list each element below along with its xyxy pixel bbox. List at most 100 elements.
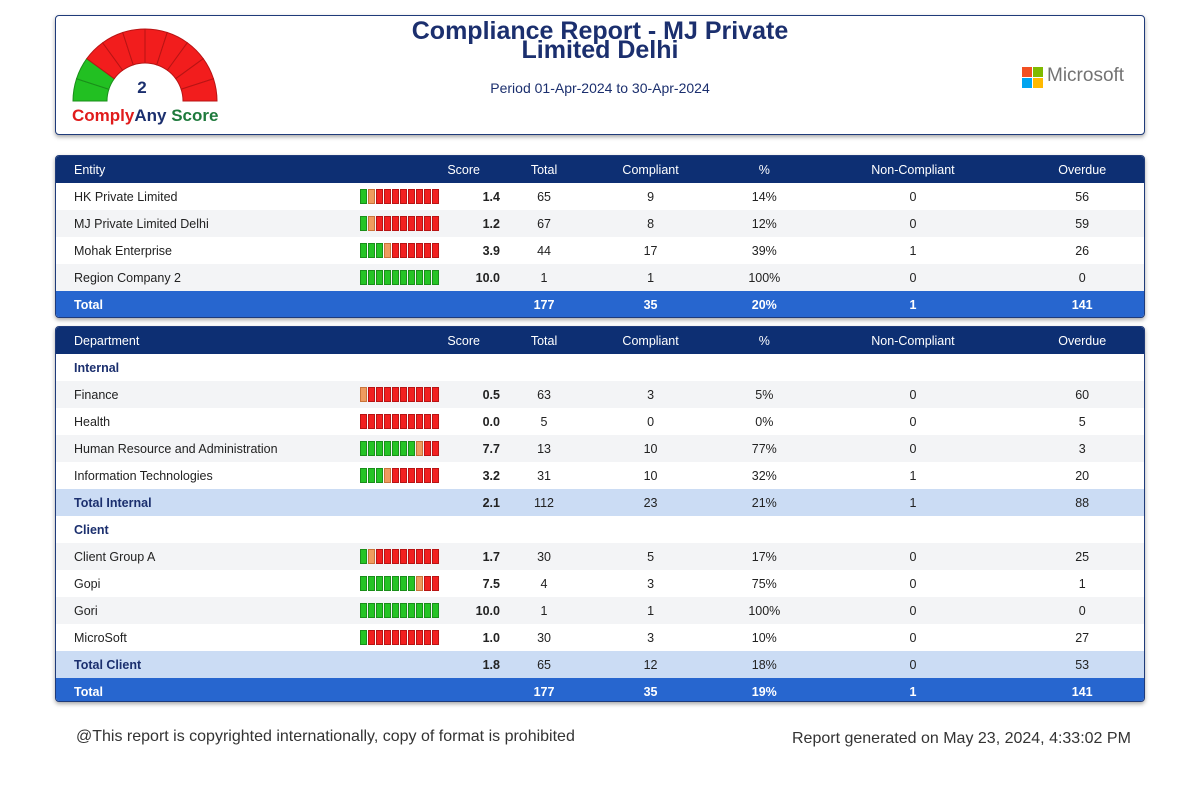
gauge-score-value: 2 <box>137 78 147 97</box>
score-bar-segment <box>416 243 423 258</box>
score-bar-segment <box>432 414 439 429</box>
non-compliant-value: 1 <box>805 291 1021 317</box>
percent-value: 10% <box>751 630 777 645</box>
total-value: 65 <box>537 189 551 204</box>
percent-value: 77% <box>723 435 806 462</box>
score-bar-segment <box>416 468 423 483</box>
non-compliant-value: 0 <box>805 597 1021 624</box>
total-value: 177 <box>510 678 579 701</box>
score-bar-segment <box>368 630 375 645</box>
compliant-value: 10 <box>578 435 724 462</box>
total-value: 4 <box>540 576 548 591</box>
score-bar-segment <box>368 549 375 564</box>
score-bar-segment <box>360 441 367 456</box>
col-header-score: Score <box>340 327 510 354</box>
score-bar-segment <box>408 270 415 285</box>
score-bar-segment <box>384 270 391 285</box>
overdue-value: 0 <box>1020 597 1144 624</box>
score-bar-segment <box>416 630 423 645</box>
score-bar-segment <box>368 270 375 285</box>
score-bar-segment <box>376 468 383 483</box>
row-name: Gori <box>56 597 340 624</box>
score-bar-segment <box>368 441 375 456</box>
score-bar <box>360 468 460 483</box>
non-compliant-value: 0 <box>805 543 1021 570</box>
score-bar-segment <box>392 630 399 645</box>
score-bar <box>360 216 460 231</box>
subtotal-row: Total Client 1.8 65 12 18% 0 53 <box>56 651 1144 678</box>
overdue-value: 1 <box>1078 576 1086 591</box>
score-bar-segment <box>384 441 391 456</box>
percent-value: 100% <box>723 597 806 624</box>
score-bar-segment <box>360 630 367 645</box>
non-compliant-value: 0 <box>909 576 917 591</box>
score-bar-segment <box>416 189 423 204</box>
score-bar-segment <box>384 468 391 483</box>
overdue-value: 88 <box>1020 489 1144 516</box>
score-bar-segment <box>432 270 439 285</box>
compliant-value: 23 <box>578 489 724 516</box>
entity-table-header: Entity Score Total Compliant % Non-Compl… <box>56 156 1144 183</box>
compliant-value: 9 <box>647 189 655 204</box>
score-bar-segment <box>408 414 415 429</box>
score-bar-segment <box>360 189 367 204</box>
score-bar-segment <box>392 603 399 618</box>
score-bar-segment <box>424 576 431 591</box>
row-name: Total <box>56 678 340 701</box>
score-bar-segment <box>392 414 399 429</box>
score-value: 10.0 <box>460 597 510 624</box>
group-name: Client <box>74 522 109 537</box>
compliant-value: 35 <box>578 678 724 701</box>
non-compliant-value: 0 <box>805 381 1021 408</box>
score-bar <box>360 387 460 402</box>
score-bar-segment <box>392 576 399 591</box>
col-header-non-compliant: Non-Compliant <box>805 156 1021 183</box>
col-header-compliant: Compliant <box>578 156 724 183</box>
score-bar-segment <box>432 576 439 591</box>
score-bar-cell <box>340 237 460 264</box>
percent-value: 12% <box>723 210 806 237</box>
score-bar-segment <box>384 387 391 402</box>
score-bar-segment <box>408 549 415 564</box>
score-bar-cell <box>340 489 460 516</box>
table-row: Region Company 2 10.0 1 1 100% 0 0 <box>56 264 1144 291</box>
score-bar-segment <box>432 630 439 645</box>
row-name: Total Internal <box>56 489 340 516</box>
logo-square-green <box>1033 67 1043 77</box>
compliant-value: 3 <box>647 576 655 591</box>
score-bar-segment <box>400 414 407 429</box>
score-bar-segment <box>376 414 383 429</box>
table-row: Gori 10.0 1 1 100% 0 0 <box>56 597 1144 624</box>
score-bar-segment <box>368 216 375 231</box>
group-name: Internal <box>74 360 120 375</box>
gauge-segment <box>180 78 218 102</box>
table-row: Health 0.0 5 0 0% 0 5 <box>56 408 1144 435</box>
score-bar-segment <box>360 270 367 285</box>
score-bar-segment <box>424 468 431 483</box>
score-bar-cell <box>340 597 460 624</box>
compliant-value: 17 <box>643 243 658 258</box>
score-value: 10.0 <box>460 264 510 291</box>
score-bar-segment <box>408 468 415 483</box>
col-header-department: Department <box>56 327 340 354</box>
col-header-overdue: Overdue <box>1020 156 1144 183</box>
score-bar-segment <box>416 549 423 564</box>
brand-logo-text: ComplyAny Score <box>72 106 218 126</box>
report-generated-time: Report generated on May 23, 2024, 4:33:0… <box>792 730 1131 747</box>
score-bar-segment <box>432 387 439 402</box>
percent-value: 20% <box>723 291 806 317</box>
microsoft-logo-icon <box>1022 67 1044 89</box>
row-name: Mohak Enterprise <box>74 243 172 258</box>
score-bar-segment <box>376 603 383 618</box>
score-bar-segment <box>408 189 415 204</box>
row-name: Human Resource and Administration <box>56 435 340 462</box>
row-name: MJ Private Limited Delhi <box>56 210 340 237</box>
score-bar <box>360 576 460 591</box>
total-value: 63 <box>510 381 579 408</box>
score-bar-segment <box>408 387 415 402</box>
score-bar-segment <box>384 189 391 204</box>
microsoft-logo-text: Microsoft <box>1047 65 1125 86</box>
score-value: 1.2 <box>460 210 510 237</box>
score-bar-segment <box>408 630 415 645</box>
row-name: Total Client <box>56 651 340 678</box>
